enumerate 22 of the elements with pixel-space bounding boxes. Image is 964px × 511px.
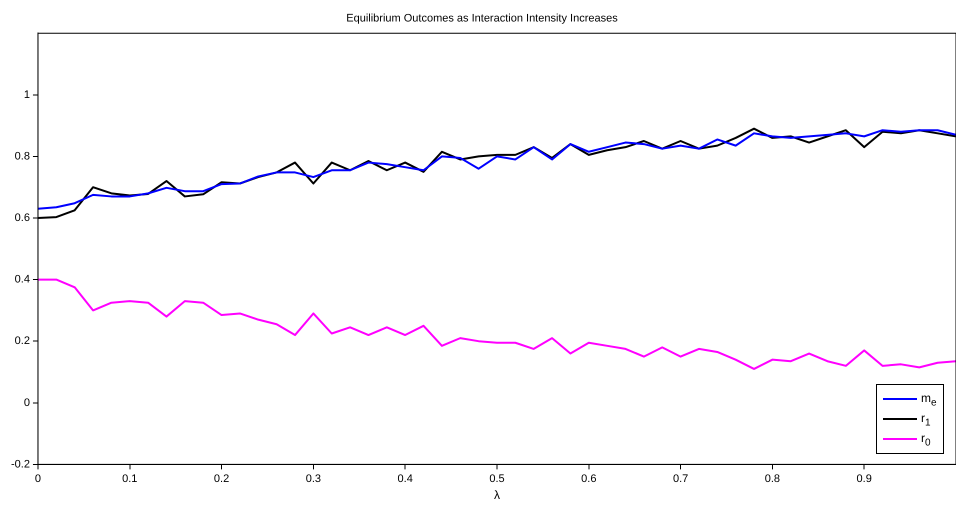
- x-tick-label: 0.3: [306, 473, 322, 486]
- x-tick-label: 0.8: [764, 473, 780, 486]
- y-tick-label: 0.2: [14, 335, 30, 348]
- x-tick-label: 0.9: [856, 473, 872, 486]
- chart-title: Equilibrium Outcomes as Interaction Intensity Increases: [346, 12, 618, 25]
- y-tick-label: 0: [24, 396, 30, 409]
- y-tick-label: 0.4: [14, 274, 30, 286]
- x-tick-label: 0.7: [672, 473, 688, 486]
- x-tick-label: 0.2: [214, 473, 230, 486]
- y-tick-label: 1: [24, 88, 30, 101]
- x-tick-label: 0.1: [122, 473, 138, 486]
- x-tick-label: 0.5: [489, 473, 505, 486]
- legend-label: r$_{1}$: [921, 410, 931, 428]
- x-tick-label: 0.6: [581, 473, 596, 486]
- x-axis-title: λ: [494, 488, 500, 502]
- legend-label: r$_{0}$: [921, 430, 931, 448]
- legend-label: m$_{e}$: [921, 390, 937, 408]
- y-tick-label: -0.2: [10, 458, 30, 470]
- y-tick-label: 0.6: [14, 212, 30, 224]
- y-tick-label: 0.8: [14, 150, 30, 162]
- x-tick-label: 0: [34, 473, 42, 486]
- x-tick-label: 0.4: [398, 473, 413, 486]
